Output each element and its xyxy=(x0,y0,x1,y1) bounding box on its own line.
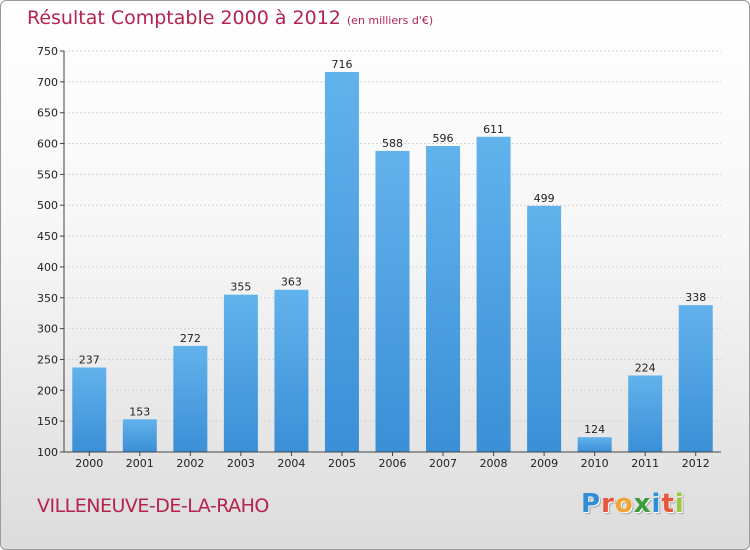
bar-2004 xyxy=(274,289,309,452)
logo-letter: o xyxy=(614,489,634,519)
value-label-2006: 588 xyxy=(382,137,403,150)
labels: 100 150 200 250 300 350 400 450 500 550 600 650 700 7… xyxy=(37,45,710,470)
y-tick-label: 250 xyxy=(37,353,58,366)
x-tick-label-2005: 2005 xyxy=(328,457,356,470)
y-tick-label: 400 xyxy=(37,261,58,274)
value-label-2007: 596 xyxy=(433,132,454,145)
x-tick-label-2010: 2010 xyxy=(581,457,609,470)
x-tick-label-2007: 2007 xyxy=(429,457,457,470)
y-tick-label: 650 xyxy=(37,107,58,120)
value-label-2008: 611 xyxy=(483,123,504,136)
bar-2000 xyxy=(72,367,107,452)
x-tick-label-2002: 2002 xyxy=(176,457,204,470)
value-label-2001: 153 xyxy=(129,405,150,418)
y-tick-label: 550 xyxy=(37,168,58,181)
y-tick-label: 350 xyxy=(37,292,58,305)
x-tick-label-2000: 2000 xyxy=(75,457,103,470)
logo-letter: t xyxy=(661,489,675,519)
bar-2010 xyxy=(577,437,612,452)
bar-2012 xyxy=(678,305,713,452)
proxiti-logo: Proxiti xyxy=(581,489,685,519)
x-tick-label-2001: 2001 xyxy=(126,457,154,470)
bars xyxy=(72,71,713,453)
y-tick-label: 300 xyxy=(37,323,58,336)
value-label-2003: 355 xyxy=(230,281,251,294)
bar-2008 xyxy=(476,136,511,452)
title-text: Résultat Comptable 2000 à 2012 xyxy=(27,7,341,29)
value-label-2002: 272 xyxy=(180,332,201,345)
y-tick-label: 150 xyxy=(37,415,58,428)
bar-2011 xyxy=(628,375,663,452)
value-label-2012: 338 xyxy=(685,291,706,304)
unit-label: (en milliers d'€) xyxy=(346,14,434,27)
x-tick-label-2004: 2004 xyxy=(277,457,305,470)
x-tick-label-2009: 2009 xyxy=(530,457,558,470)
logo-letter: x xyxy=(633,489,652,519)
value-label-2010: 124 xyxy=(584,423,605,436)
bar-2007 xyxy=(426,146,461,452)
logo-letter: i xyxy=(651,489,662,519)
value-label-2004: 363 xyxy=(281,276,302,289)
bar-2009 xyxy=(527,205,562,452)
value-label-2005: 716 xyxy=(331,58,352,71)
x-tick-label-2003: 2003 xyxy=(227,457,255,470)
value-label-2009: 499 xyxy=(534,192,555,205)
y-tick-label: 500 xyxy=(37,199,58,212)
y-tick-label: 100 xyxy=(37,446,58,459)
x-tick-label-2008: 2008 xyxy=(480,457,508,470)
logo-letter: r xyxy=(601,489,615,519)
y-tick-label: 200 xyxy=(37,384,58,397)
x-tick-label-2011: 2011 xyxy=(631,457,659,470)
city-name: VILLENEUVE-DE-LA-RAHO xyxy=(37,495,269,517)
bar-2005 xyxy=(324,71,359,452)
y-tick-label: 600 xyxy=(37,138,58,151)
value-label-2011: 224 xyxy=(635,362,656,375)
chart-title: Résultat Comptable 2000 à 2012 (en millie… xyxy=(27,7,433,29)
x-tick-label-2006: 2006 xyxy=(379,457,407,470)
logo-letter: P xyxy=(581,489,602,519)
y-tick-label: 450 xyxy=(37,230,58,243)
bar-2001 xyxy=(122,419,157,452)
bar-2003 xyxy=(223,294,258,452)
y-tick-label: 700 xyxy=(37,76,58,89)
bar-2006 xyxy=(375,150,410,453)
logo-letter: i xyxy=(674,489,685,519)
value-label-2000: 237 xyxy=(79,353,100,366)
x-tick-label-2012: 2012 xyxy=(682,457,710,470)
axes xyxy=(60,50,721,456)
bar-2002 xyxy=(173,345,208,452)
y-tick-label: 750 xyxy=(37,45,58,58)
